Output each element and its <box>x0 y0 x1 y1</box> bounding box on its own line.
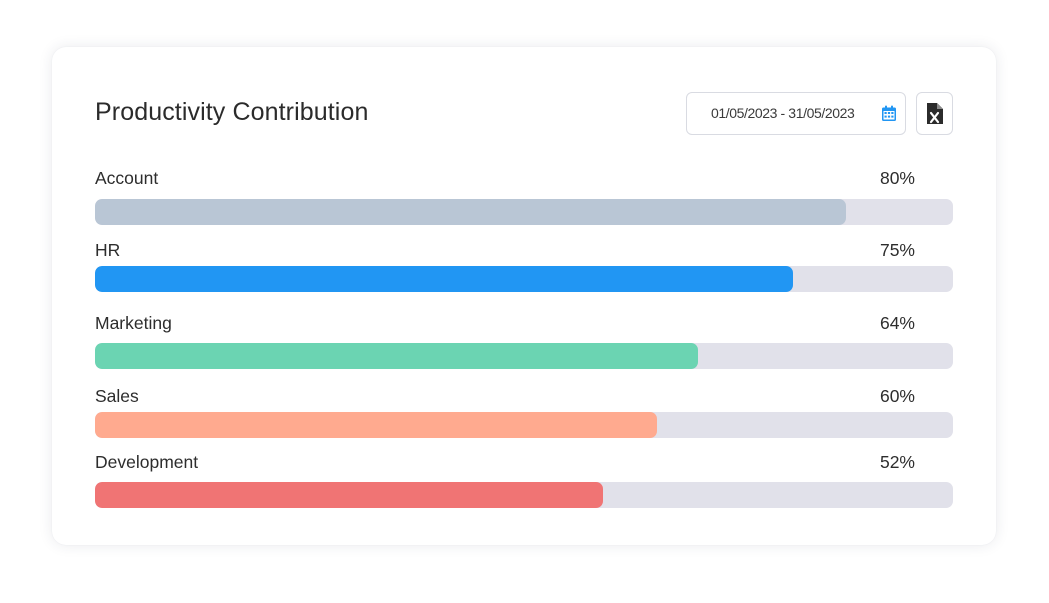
progress-track <box>95 199 953 225</box>
department-percent: 80% <box>879 168 915 188</box>
progress-track <box>95 482 953 508</box>
calendar-icon <box>881 105 897 122</box>
progress-fill <box>95 199 846 225</box>
excel-file-icon <box>927 103 943 124</box>
progress-track <box>95 266 953 292</box>
progress-fill <box>95 266 794 292</box>
department-label: HR <box>95 240 121 260</box>
date-range-value: 01/05/2023 - 31/05/2023 <box>711 105 855 121</box>
progress-fill <box>95 412 657 438</box>
progress-fill <box>95 482 603 508</box>
export-excel-button[interactable] <box>916 92 953 135</box>
card-title: Productivity Contribution <box>95 98 369 126</box>
progress-track <box>95 343 953 369</box>
progress-fill <box>95 343 699 369</box>
department-percent: 75% <box>879 240 915 260</box>
department-label: Sales <box>95 386 139 406</box>
date-range-picker[interactable]: 01/05/2023 - 31/05/2023 <box>686 92 906 135</box>
department-label: Marketing <box>95 313 172 333</box>
progress-track <box>95 412 953 438</box>
department-percent: 52% <box>879 452 915 472</box>
department-percent: 60% <box>879 386 915 406</box>
department-percent: 64% <box>879 313 915 333</box>
productivity-card: Productivity Contribution 01/05/2023 - 3… <box>52 47 996 545</box>
department-label: Development <box>95 452 199 472</box>
department-label: Account <box>95 168 159 188</box>
